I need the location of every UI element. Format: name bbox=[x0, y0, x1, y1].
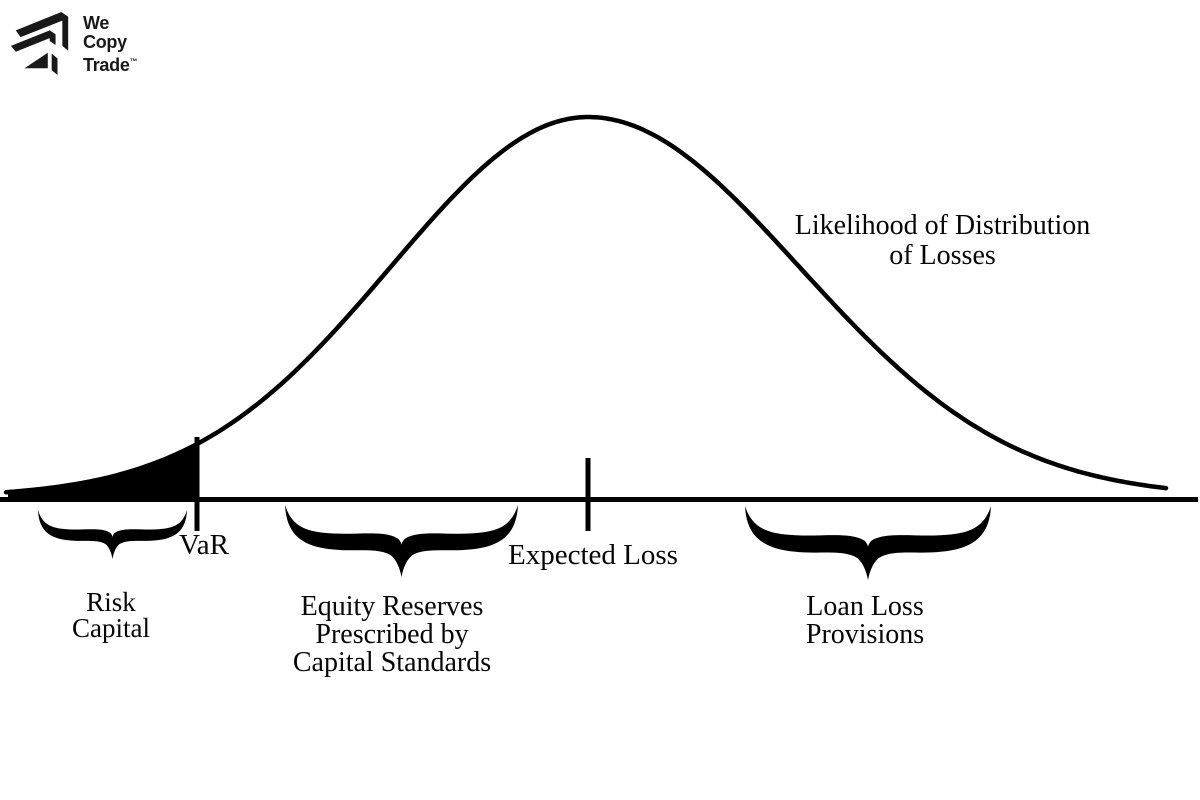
logo-chevron-large bbox=[15, 11, 69, 51]
logo-word-copy: Copy bbox=[83, 32, 127, 52]
loan-loss-line2: Provisions bbox=[805, 619, 925, 650]
curve-label-line2: of Losses bbox=[889, 240, 996, 271]
logo-bar-small bbox=[51, 53, 58, 76]
loss-distribution-curve bbox=[3, 114, 1169, 495]
risk-capital-line1: Risk bbox=[86, 587, 136, 617]
we-copy-trade-logo-icon bbox=[10, 11, 69, 76]
curve-label: Likelihood of Distribution of Losses bbox=[775, 211, 1110, 271]
equity-reserves-line2: Prescribed by bbox=[315, 619, 469, 650]
trademark-symbol: ™ bbox=[129, 57, 138, 66]
equity-reserves-brace bbox=[285, 505, 518, 577]
logo-chevron-middle bbox=[10, 30, 56, 52]
loan-loss-line1: Loan Loss bbox=[806, 591, 924, 622]
loan-loss-provisions-label: Loan Loss Provisions bbox=[765, 593, 965, 649]
equity-reserves-line1: Equity Reserves bbox=[300, 591, 484, 622]
logo-word-trade: Trade™ bbox=[83, 55, 138, 75]
expected-loss-label: Expected Loss bbox=[508, 539, 678, 571]
equity-reserves-line3: Capital Standards bbox=[292, 647, 492, 678]
risk-capital-line2: Capital bbox=[72, 613, 150, 643]
risk-capital-label: Risk Capital bbox=[36, 587, 186, 643]
curve-label-line1: Likelihood of Distribution bbox=[794, 210, 1091, 241]
risk-capital-brace bbox=[38, 510, 187, 559]
tail-shaded-area bbox=[8, 444, 197, 502]
var-label: VaR bbox=[179, 529, 229, 561]
equity-reserves-label: Equity Reserves Prescribed by Capital St… bbox=[267, 593, 517, 677]
loan-loss-provisions-brace bbox=[745, 506, 991, 580]
logo-word-we: We bbox=[83, 13, 110, 33]
logo-wordmark: We Copy Trade™ bbox=[83, 14, 138, 75]
we-copy-trade-logo: We Copy Trade™ bbox=[8, 10, 138, 76]
